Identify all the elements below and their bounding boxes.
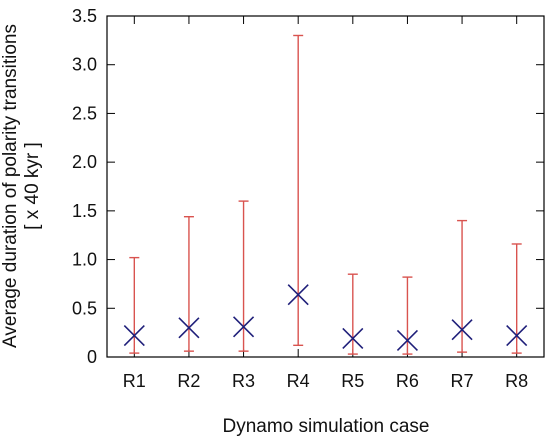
x-marker-stroke-2	[506, 325, 528, 347]
x-tick-label: R7	[451, 371, 474, 391]
y-axis: 0 0.5 1.0 1.5 2.0 2.5 3.0 3.5	[72, 6, 544, 367]
plot-border	[106, 15, 545, 358]
x-tick-label: R3	[232, 371, 255, 391]
x-marker-stroke-2	[342, 327, 364, 350]
y-tick-label: 1.5	[72, 201, 97, 221]
data-point-r4	[287, 34, 309, 347]
data-point-r3	[232, 200, 255, 352]
y-tick-label: 0.5	[72, 298, 97, 318]
x-tick-label: R6	[396, 371, 419, 391]
x-tick-label: R1	[123, 371, 146, 391]
x-tick-label: R4	[287, 371, 310, 391]
x-marker-stroke-2	[123, 325, 145, 347]
x-tick-label: R8	[505, 371, 528, 391]
y-tick-label: 2.0	[72, 152, 97, 172]
data-point-r8	[506, 243, 528, 354]
plot-area	[123, 34, 528, 355]
data-point-r2	[178, 216, 200, 352]
x-marker-stroke-2	[287, 284, 309, 306]
data-point-r6	[396, 276, 419, 355]
y-axis-title: Average duration of polarity transitions	[0, 24, 21, 348]
x-marker-stroke-2	[396, 329, 419, 352]
plot-frame	[106, 15, 545, 358]
y-tick-label: 2.5	[72, 103, 97, 123]
y-tick-label: 3.5	[72, 6, 97, 26]
x-marker-stroke-2	[232, 316, 255, 338]
data-point-r1	[123, 256, 145, 354]
y-axis-unit: [ x 40 kyr ]	[22, 142, 43, 230]
x-marker-stroke-2	[451, 319, 473, 341]
y-tick-label: 0	[87, 347, 97, 367]
x-tick-label: R2	[177, 371, 200, 391]
y-tick-label: 3.0	[72, 55, 97, 75]
data-point-r7	[451, 219, 473, 353]
x-axis: R1 R2 R3 R4 R5 R6 R7 R8	[123, 16, 528, 391]
x-marker-stroke-2	[178, 317, 200, 339]
data-point-r5	[342, 273, 364, 355]
x-axis-title: Dynamo simulation case	[223, 416, 430, 437]
y-tick-label: 1.0	[72, 250, 97, 270]
x-tick-label: R5	[341, 371, 364, 391]
